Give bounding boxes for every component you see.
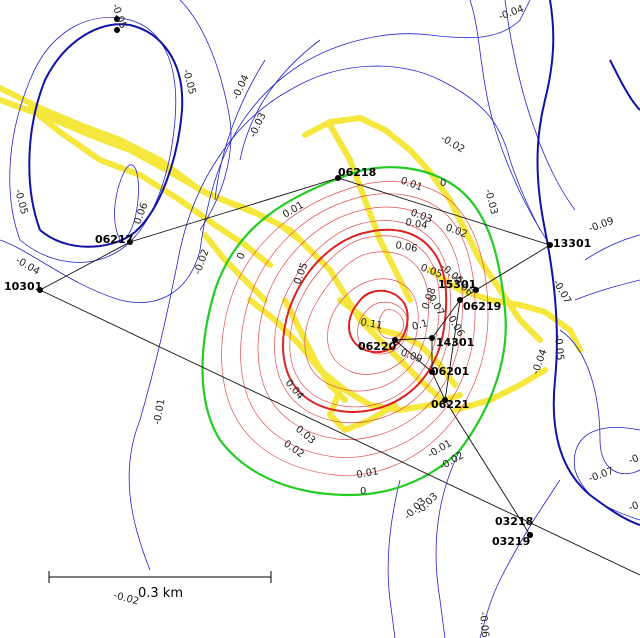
station-label: 10301 bbox=[4, 280, 42, 293]
station-dot bbox=[392, 337, 398, 343]
contour-label: -0.04 bbox=[14, 255, 42, 277]
station-dot bbox=[429, 369, 435, 375]
marker-dot bbox=[114, 27, 120, 33]
contour-label: 0.01 bbox=[399, 175, 424, 193]
scale-bar bbox=[48, 571, 272, 583]
contour-label: -0.03 bbox=[482, 188, 499, 216]
contour-label: 0.06 bbox=[132, 201, 150, 226]
station-label: 06217 bbox=[95, 233, 133, 246]
extra-markers bbox=[114, 16, 120, 33]
contour-label: 0.06 bbox=[394, 240, 418, 255]
station-label: 14301 bbox=[436, 336, 474, 349]
station-labels: 06218 06217 10301 13301 15301 06219 06220 14301… bbox=[4, 166, 591, 548]
contour-label: -0.02 bbox=[192, 248, 211, 276]
station-dots bbox=[37, 175, 553, 538]
positive-contours bbox=[221, 181, 489, 476]
positive-contours-major bbox=[282, 228, 448, 413]
scale-bar-label: 0.3 km bbox=[138, 586, 183, 601]
station-dot bbox=[473, 287, 479, 293]
contour-label: -0.09 bbox=[587, 216, 615, 235]
contour-label: 0.04 bbox=[404, 217, 428, 232]
station-label: 06220 bbox=[358, 340, 397, 353]
station-dot bbox=[127, 239, 133, 245]
contour-label: -0.01 bbox=[152, 398, 167, 425]
station-dot bbox=[429, 335, 435, 341]
marker-dot bbox=[114, 16, 120, 22]
station-label: 06221 bbox=[431, 398, 469, 411]
contour-label: -0.02 bbox=[439, 133, 467, 155]
contour-label: 0.02 bbox=[281, 438, 306, 460]
contour-label: 0.03 bbox=[293, 424, 317, 447]
station-dot bbox=[37, 287, 43, 293]
contour-label: -0.04 bbox=[231, 73, 252, 101]
station-dot bbox=[442, 397, 448, 403]
station-label: 13301 bbox=[553, 237, 591, 250]
contour-label: -0.06 bbox=[477, 611, 490, 638]
contour-label: -0.07 bbox=[587, 466, 615, 485]
contour-label: 0.1 bbox=[411, 318, 429, 333]
contour-label: -0.02 bbox=[627, 448, 640, 467]
station-dot bbox=[527, 532, 533, 538]
contour-label: 0.11 bbox=[359, 317, 383, 332]
contour-label: 0 bbox=[235, 251, 248, 261]
contour-label: -0.05 bbox=[12, 188, 29, 216]
contour-label: -0.04 bbox=[497, 4, 525, 23]
station-label: 06219 bbox=[463, 300, 501, 313]
negative-contours-major bbox=[28, 0, 640, 526]
contour-label: -0.01 bbox=[627, 495, 640, 514]
contour-label: -0.02 bbox=[112, 590, 140, 607]
station-label: 06218 bbox=[338, 166, 376, 179]
contour-label: 0 bbox=[360, 486, 366, 497]
station-label: 03218 bbox=[495, 515, 533, 528]
station-label: 15301 bbox=[438, 278, 476, 291]
contour-label: 0.01 bbox=[356, 466, 380, 481]
contour-label: 0.04 bbox=[283, 378, 306, 402]
contour-label: -0.05 bbox=[109, 2, 128, 30]
survey-track bbox=[0, 85, 583, 433]
contour-label: 0 bbox=[440, 178, 446, 189]
contour-label: -0.03 bbox=[414, 491, 440, 517]
station-dot bbox=[457, 297, 463, 303]
station-dot bbox=[547, 242, 553, 248]
station-label: 06201 bbox=[431, 365, 469, 378]
zero-contour bbox=[201, 166, 507, 497]
contour-label: -0.05 bbox=[552, 334, 565, 361]
station-label: 03219 bbox=[492, 535, 530, 548]
station-dot bbox=[335, 175, 341, 181]
